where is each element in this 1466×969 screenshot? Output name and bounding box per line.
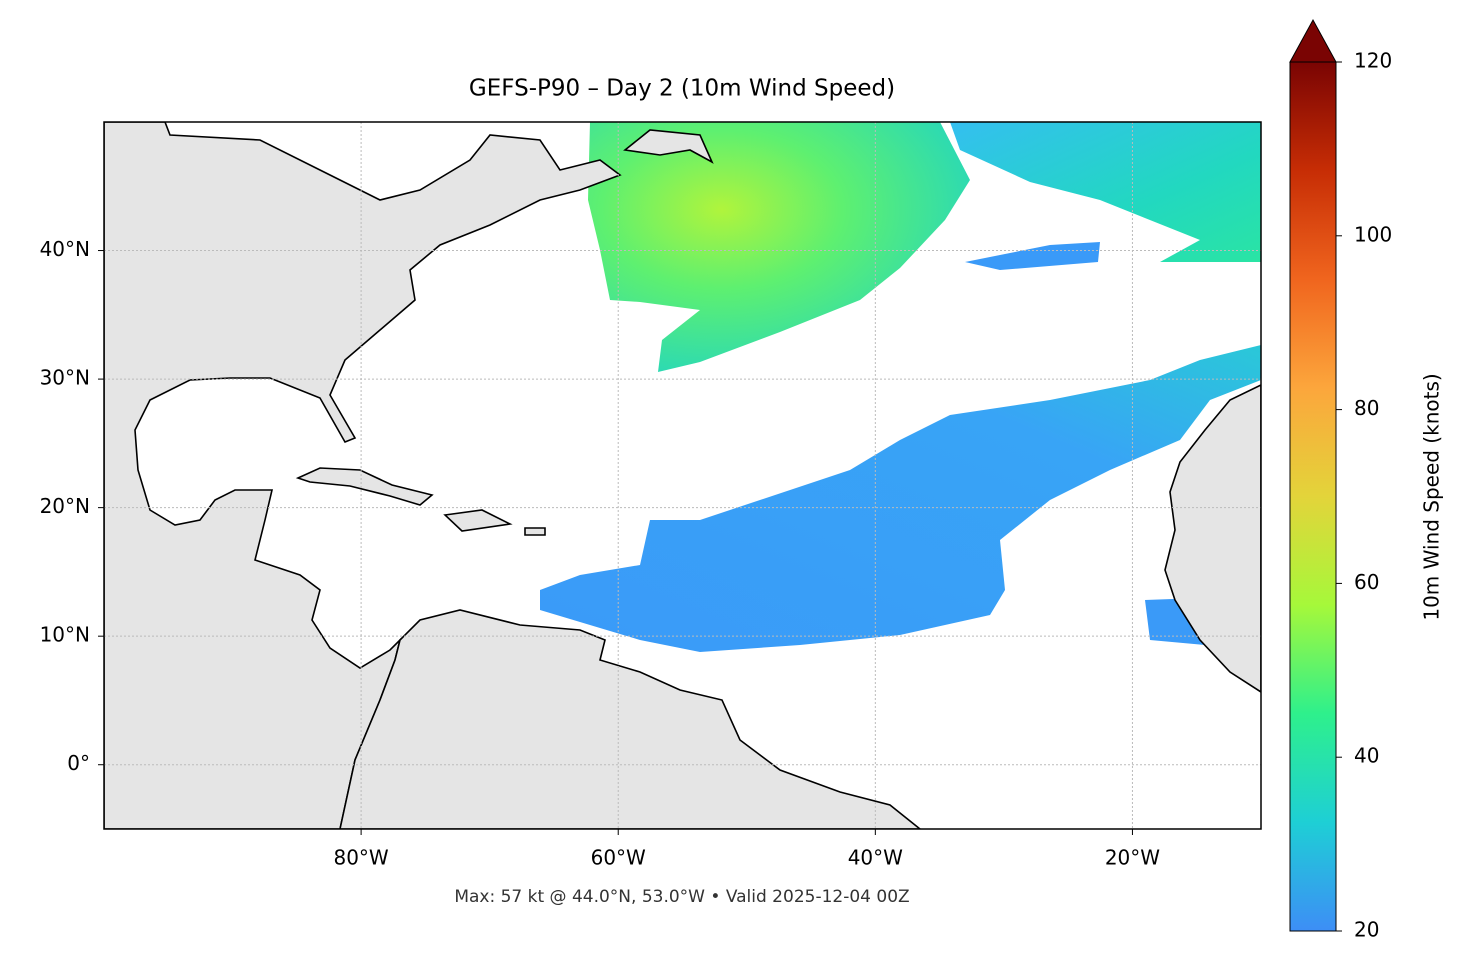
land [524, 527, 546, 536]
land [339, 609, 922, 829]
colorbar-tick-label: 60 [1354, 570, 1379, 594]
y-tick-label: 10°N [40, 623, 90, 647]
colorbar-tick-label: 100 [1354, 222, 1392, 246]
colorbar-tick-label: 80 [1354, 396, 1379, 420]
wind-field [950, 122, 1261, 262]
wind-field [965, 242, 1100, 270]
colorbar-label: 10m Wind Speed (knots) [1420, 373, 1444, 620]
note: Max: 57 kt @ 44.0°N, 53.0°W • Valid 2025… [454, 887, 909, 907]
colorbar-tick-label: 120 [1354, 49, 1392, 73]
title: GEFS-P90 – Day 2 (10m Wind Speed) [469, 76, 895, 102]
colorbar-tick-label: 40 [1354, 744, 1379, 768]
colorbar-tick-label: 20 [1354, 918, 1379, 942]
x-tick-label: 20°W [1105, 846, 1160, 870]
y-tick-label: 30°N [40, 366, 90, 390]
y-tick-label: 0° [67, 751, 90, 775]
x-tick-label: 40°W [848, 846, 903, 870]
map [104, 122, 1261, 829]
colorbar-extend [1289, 18, 1337, 63]
x-tick-label: 60°W [591, 846, 646, 870]
grid [104, 122, 1261, 829]
wind-field [588, 122, 970, 372]
land [104, 122, 622, 829]
land [295, 467, 434, 506]
colorbar [1289, 61, 1337, 932]
x-tick-label: 80°W [333, 846, 388, 870]
land [1164, 384, 1261, 693]
wind-field [540, 345, 1261, 652]
land [443, 509, 513, 532]
y-tick-label: 20°N [40, 494, 90, 518]
map-frame [103, 121, 1262, 830]
land [623, 129, 714, 164]
y-tick-label: 40°N [40, 237, 90, 261]
